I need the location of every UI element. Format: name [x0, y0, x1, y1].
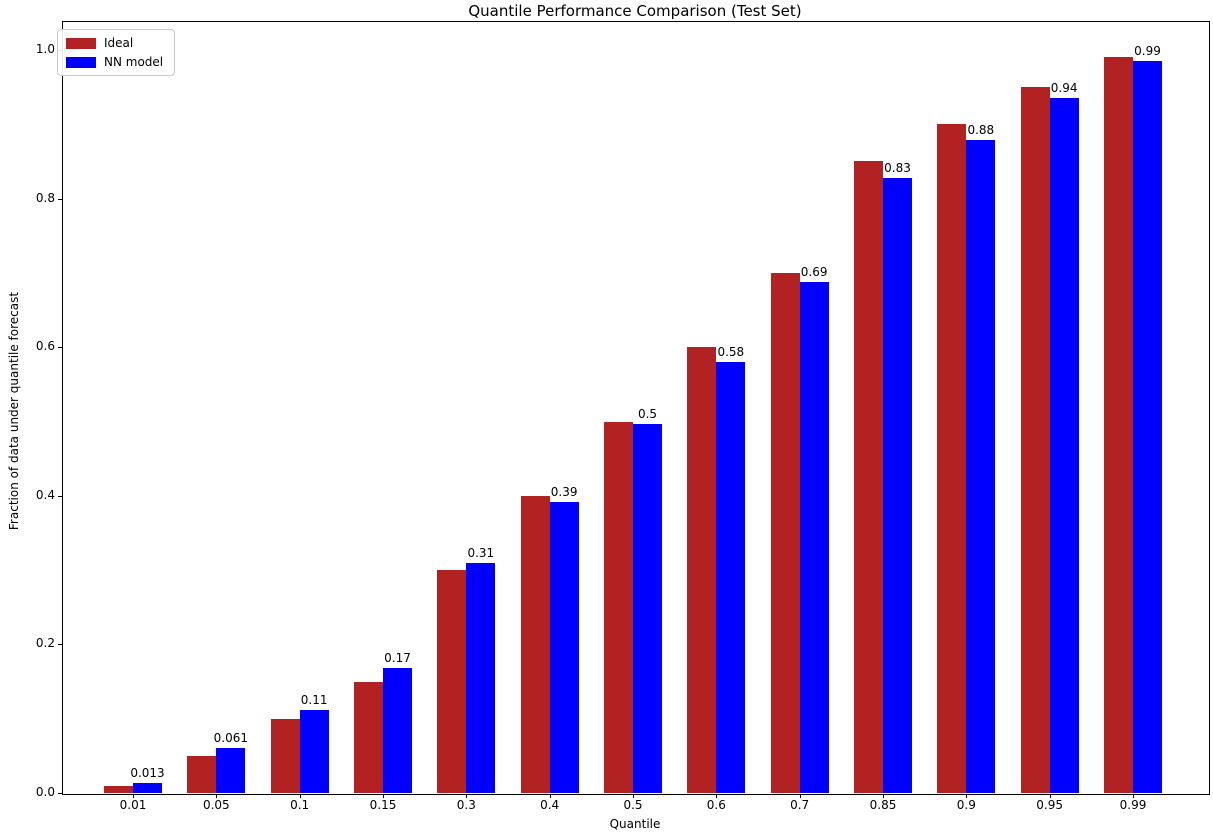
x-axis-label: Quantile: [609, 817, 661, 831]
bar-value-label: 0.58: [717, 345, 745, 360]
x-tick-mark: [966, 794, 968, 798]
ideal-bar: [354, 681, 383, 793]
ideal-bar: [604, 421, 633, 793]
bar-value-label: 0.94: [1050, 80, 1078, 95]
bar-value-label: 0.31: [467, 545, 495, 560]
x-tick-mark: [716, 794, 718, 798]
x-tick-mark: [383, 794, 384, 798]
y-tick-mark: [58, 793, 62, 794]
nn-model-bar: [383, 668, 412, 793]
ideal-bar: [1104, 57, 1133, 793]
x-tick-label: 0.5: [623, 798, 643, 812]
x-tick-mark: [1049, 794, 1051, 798]
ideal-bar: [1020, 87, 1050, 793]
y-tick-mark: [58, 644, 62, 646]
x-tick-label: 0.9: [956, 798, 976, 812]
bar-value-label: 0.061: [213, 730, 249, 745]
y-tick-label: 0.4: [35, 487, 55, 502]
ideal-bar: [687, 347, 717, 793]
ideal-bar: [104, 785, 133, 793]
x-tick-mark: [133, 794, 134, 798]
nn-model-bar: [883, 177, 912, 793]
y-tick-mark: [58, 495, 62, 497]
x-tick-mark: [216, 794, 218, 798]
bar-value-label: 0.99: [1134, 44, 1161, 59]
y-tick-label: 0.2: [35, 636, 55, 651]
x-tick-label: 0.95: [1036, 798, 1064, 812]
ideal-bar: [437, 570, 467, 793]
x-tick-mark: [883, 794, 884, 798]
x-tick-label: 0.1: [290, 798, 310, 812]
bar-value-label: 0.013: [130, 766, 165, 781]
x-tick-label: 0.05: [202, 798, 230, 812]
x-tick-label: 0.7: [790, 798, 810, 812]
y-tick-label: 0.8: [35, 190, 55, 205]
ideal-bar: [270, 718, 300, 793]
x-tick-mark: [633, 794, 634, 798]
ideal-bar: [937, 124, 967, 793]
bar-value-label: 0.69: [800, 264, 828, 279]
ideal-bar: [770, 272, 800, 793]
nn-model-bar: [799, 281, 829, 793]
x-tick-mark: [1133, 794, 1134, 798]
nn-model-bar: [1049, 97, 1079, 793]
x-tick-label: 0.6: [706, 798, 726, 812]
legend-label-ideal: Ideal: [104, 36, 134, 50]
legend-item-nn-model: NN model: [66, 55, 163, 69]
bar-value-label: 0.83: [884, 160, 911, 175]
nn-model-bar: [1133, 61, 1162, 793]
bar-value-label: 0.39: [550, 485, 578, 500]
y-tick-label: 0.6: [35, 339, 55, 354]
legend-label-nn-model: NN model: [104, 55, 164, 69]
ideal-series-swatch: [66, 37, 96, 49]
bar-value-label: 0.11: [300, 692, 328, 707]
nn-model-bar: [716, 362, 746, 793]
x-tick-label: 0.85: [869, 798, 897, 812]
y-tick-mark: [58, 198, 62, 200]
x-tick-mark: [549, 794, 551, 798]
y-tick-label: 0.0: [35, 785, 55, 799]
x-tick-mark: [466, 794, 468, 798]
ideal-bar: [520, 495, 550, 793]
legend-item-ideal: Ideal: [66, 36, 163, 50]
nn-model-bar: [466, 562, 496, 793]
x-tick-label: 0.3: [456, 798, 476, 812]
bar-value-label: 0.88: [967, 122, 995, 137]
chart-title: Quantile Performance Comparison (Test Se…: [468, 2, 802, 20]
x-tick-mark: [299, 794, 301, 798]
x-tick-mark: [799, 794, 801, 798]
y-tick-mark: [58, 347, 62, 349]
y-tick-label: 1.0: [35, 42, 55, 56]
nn-model-bar: [549, 502, 579, 793]
ideal-bar: [187, 755, 217, 793]
nn-model-series-swatch: [66, 56, 96, 68]
x-tick-label: 0.99: [1119, 798, 1147, 812]
bar-value-label: 0.17: [384, 651, 411, 666]
nn-model-bar: [633, 423, 662, 793]
nn-model-bar: [133, 783, 162, 793]
ideal-bar: [854, 161, 883, 793]
x-tick-label: 0.15: [369, 798, 397, 812]
bar-value-label: 0.5: [637, 406, 658, 421]
nn-model-bar: [299, 709, 329, 793]
legend: Ideal NN model: [57, 29, 176, 76]
nn-model-bar: [216, 747, 246, 793]
x-tick-label: 0.01: [119, 798, 147, 812]
x-tick-label: 0.4: [540, 798, 560, 812]
nn-model-bar: [966, 139, 996, 793]
